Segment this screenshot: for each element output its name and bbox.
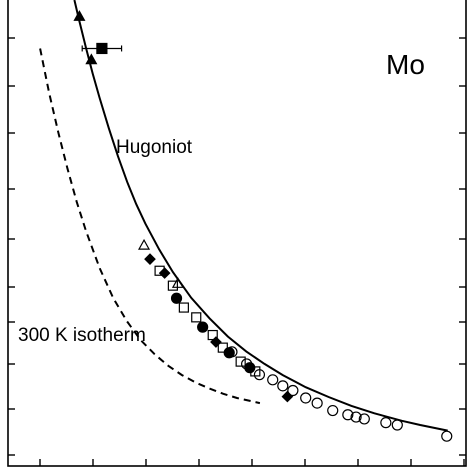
data-point-circle — [197, 321, 209, 333]
data-point-square — [217, 342, 228, 353]
data-point-diamond — [281, 390, 294, 403]
axes-frame — [7, 0, 467, 467]
data-point-circle — [342, 409, 354, 421]
series-curves — [39, 0, 448, 432]
data-point-circle — [170, 292, 183, 304]
data-point-square — [207, 329, 218, 341]
data-point-diamond — [210, 336, 222, 348]
data-point-square — [167, 280, 178, 291]
data-point-circle — [253, 369, 266, 381]
data-point-square — [96, 42, 108, 55]
data-point-circle — [327, 404, 339, 417]
data-point-triangle — [85, 53, 98, 65]
data-point-circle — [311, 397, 323, 409]
isotherm-label: 300 K isotherm — [18, 325, 146, 346]
data-point-circle — [287, 384, 299, 397]
data-markers — [73, 10, 453, 442]
data-point-circle — [391, 419, 403, 431]
data-point-circle — [267, 374, 279, 386]
data-point-circle — [350, 411, 362, 423]
plot-frame — [7, 0, 467, 467]
data-point-square — [178, 302, 189, 313]
data-point-square — [235, 356, 246, 367]
data-point-square — [154, 265, 165, 276]
data-point-triangle — [138, 238, 151, 250]
data-point-triangle — [73, 10, 86, 21]
data-point-square — [250, 366, 261, 377]
data-point-square — [191, 312, 202, 323]
data-point-circle — [241, 358, 253, 370]
hugoniot-curve — [73, 0, 448, 432]
data-point-circle — [441, 430, 453, 442]
element-label: Mo — [386, 49, 425, 80]
data-point-circle — [277, 380, 289, 392]
data-point-circle — [226, 346, 238, 358]
data-point-diamond — [144, 253, 156, 265]
data-point-circle — [380, 417, 392, 429]
data-point-circle — [300, 392, 312, 404]
hugoniot-label: Hugoniot — [116, 137, 193, 158]
isotherm-curve — [39, 48, 261, 405]
data-point-circle — [358, 413, 370, 425]
